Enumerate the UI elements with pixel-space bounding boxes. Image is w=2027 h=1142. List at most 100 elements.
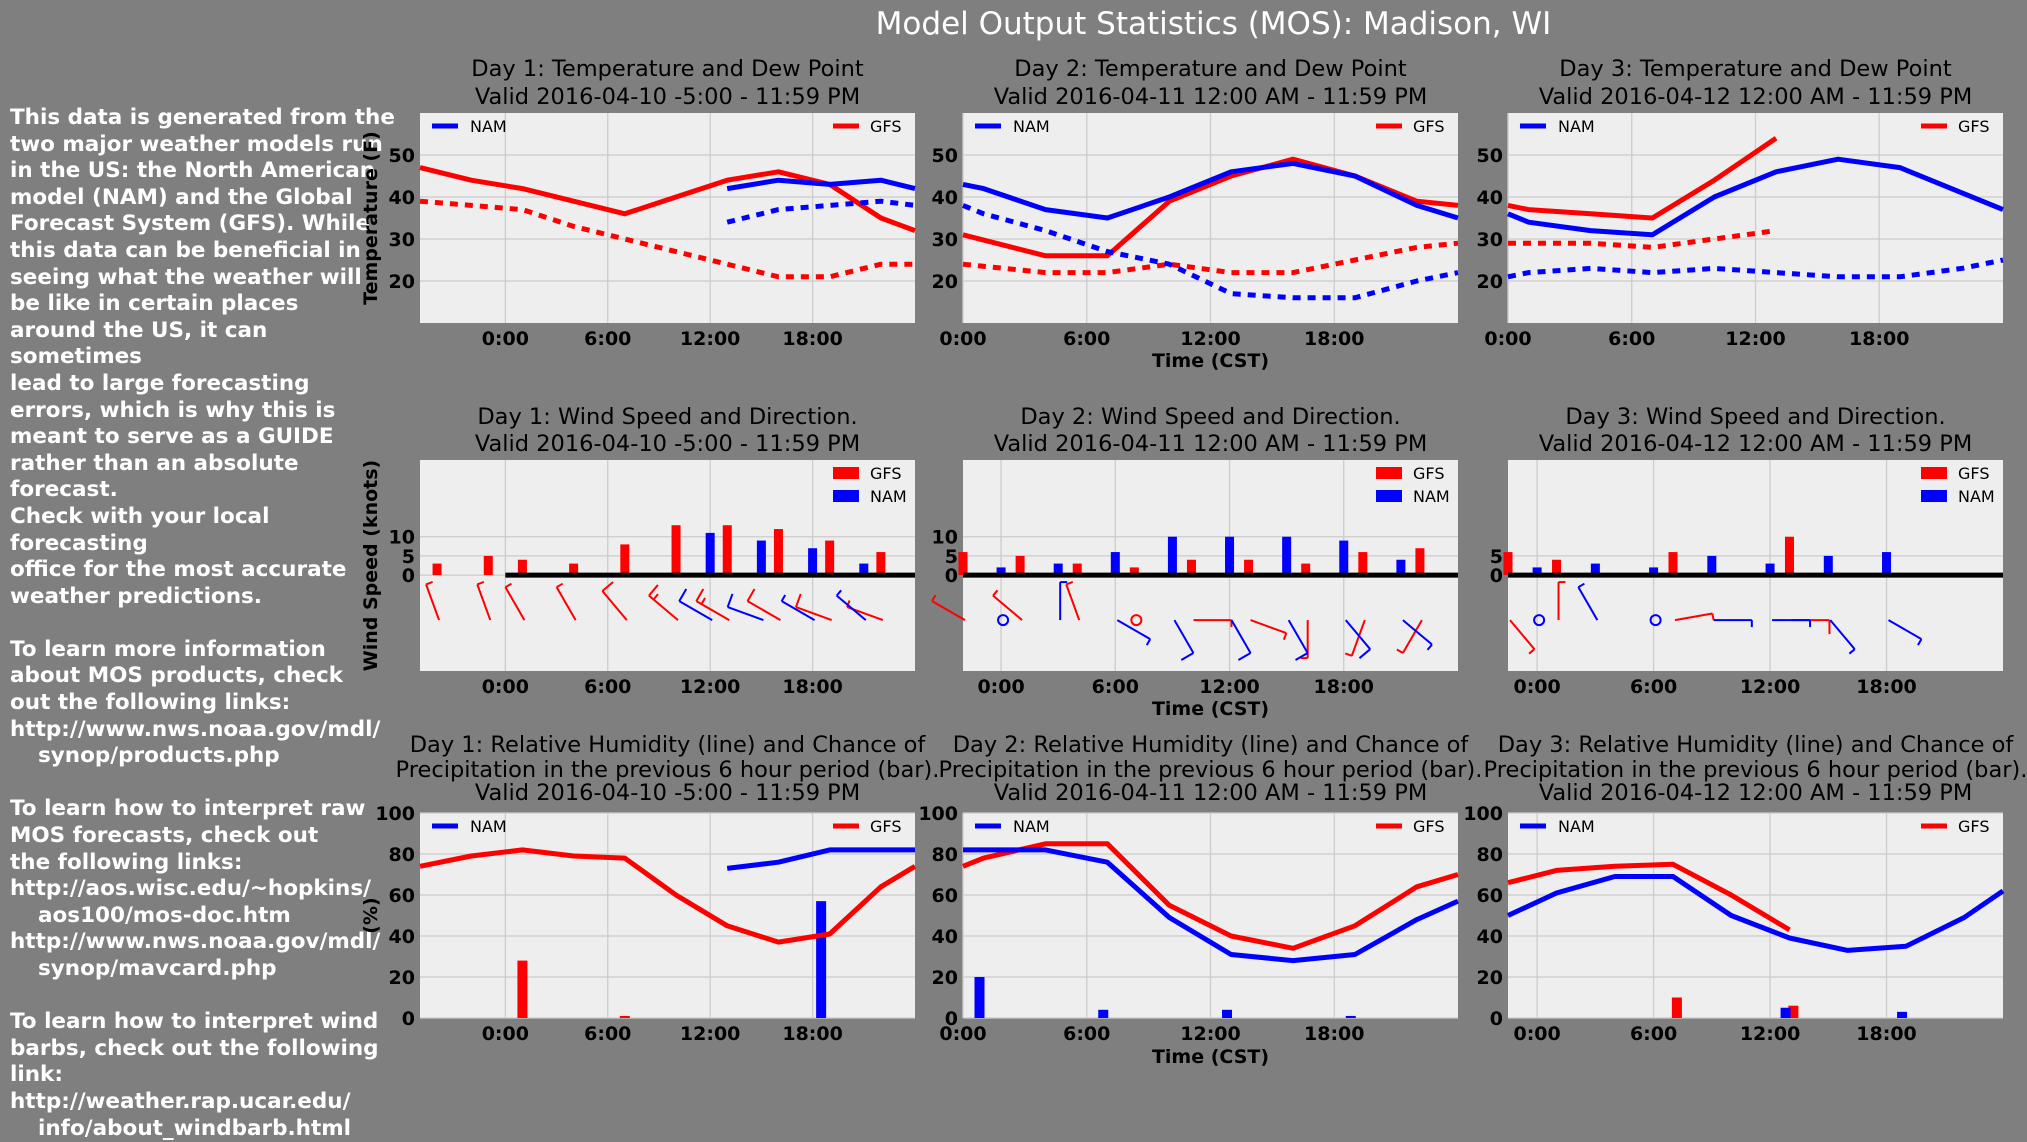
wind-speed-bar-nam xyxy=(1110,552,1120,576)
x-tick-label: 0:00 xyxy=(1513,1023,1560,1045)
wind-barb-flag xyxy=(1917,638,1923,646)
series-line-gfs xyxy=(962,240,1459,276)
chart-title: Day 1: Wind Speed and Direction. xyxy=(477,404,857,430)
series-line-gfs xyxy=(962,156,1459,259)
x-tick-label: 6:00 xyxy=(584,676,631,698)
wind-barb-gfs xyxy=(476,584,492,621)
chart-title: Day 2: Wind Speed and Direction. xyxy=(1020,404,1400,430)
y-tick-label: 60 xyxy=(932,885,958,907)
chart-subtitle: Valid 2016-04-11 12:00 AM - 11:59 PM xyxy=(994,84,1427,110)
x-tick-label: 12:00 xyxy=(1180,1023,1240,1045)
sidebar-text-line: To learn how to interpret raw xyxy=(10,796,366,822)
chart-title: Day 1: Relative Humidity (line) and Chan… xyxy=(410,732,927,758)
legend-label: NAM xyxy=(1558,817,1595,836)
wind-barb-flag xyxy=(476,581,485,586)
series-line-gfs xyxy=(1507,136,1778,221)
wind-speed-bar-nam xyxy=(1396,559,1406,576)
wind-barb-flag xyxy=(425,581,433,586)
wind-barb-nam xyxy=(1287,619,1309,654)
chart-subtitle: Valid 2016-04-12 12:00 AM - 11:59 PM xyxy=(1539,431,1972,457)
x-tick-label: 0:00 xyxy=(1484,328,1531,350)
y-tick-label: 5 xyxy=(1490,546,1503,568)
sidebar-text-line: the following links: xyxy=(10,849,243,875)
wind-speed-bar-gfs xyxy=(1503,552,1513,576)
info-sidebar: This data is generated from the two major… xyxy=(10,105,405,1142)
chart-subtitle: Valid 2016-04-10 -5:00 - 11:59 PM xyxy=(475,431,860,457)
y-tick-label: 10 xyxy=(932,527,958,549)
legend-label: NAM xyxy=(470,117,507,136)
legend-label: GFS xyxy=(1413,117,1444,136)
chart-subtitle: Valid 2016-04-12 12:00 AM - 11:59 PM xyxy=(1539,780,1972,806)
sidebar-text-line: rather than an absolute forecast. xyxy=(10,450,299,503)
plot-area xyxy=(420,113,915,323)
wind-barb-flag xyxy=(652,593,659,601)
wind-speed-bar-nam xyxy=(1707,555,1717,576)
precip-bar xyxy=(619,1015,630,1018)
wind-barb-flag xyxy=(1065,581,1074,586)
x-tick-label: 18:00 xyxy=(1856,676,1916,698)
sidebar-link[interactable]: http://www.nws.noaa.gov/mdl/ xyxy=(10,716,381,742)
wind-barb-calm xyxy=(997,614,1010,627)
series-line-gfs xyxy=(1508,228,1777,250)
plot-area xyxy=(1508,460,2003,671)
sidebar-text-line: this data can be beneficial in xyxy=(10,237,361,263)
chart-title: Day 2: Temperature and Dew Point xyxy=(1014,56,1407,82)
y-tick-label: 60 xyxy=(1477,885,1503,907)
x-tick-label: 12:00 xyxy=(1725,328,1785,350)
wind-barb-calm xyxy=(1533,614,1546,627)
chart-t3: 0:00 6:00 12:00 18:00 20 30 40 50 Day 3: Tempera… xyxy=(1477,56,2004,350)
wind-barb-flag xyxy=(1344,652,1353,657)
y-tick-label: 30 xyxy=(389,229,415,251)
plot-area xyxy=(1508,813,2003,1018)
wind-barb-nam xyxy=(1230,619,1252,654)
wind-barb-gfs xyxy=(1674,612,1713,622)
x-tick-label: 0:00 xyxy=(939,1023,986,1045)
chart-subtitle: Precipitation in the previous 6 hour per… xyxy=(939,757,1483,783)
y-tick-label: 0 xyxy=(1490,565,1503,587)
wind-speed-bar-gfs xyxy=(876,552,886,576)
wind-barb-gfs xyxy=(992,594,1023,621)
sidebar-link[interactable]: http://www.nws.noaa.gov/mdl/ xyxy=(10,929,381,955)
wind-speed-bar-nam xyxy=(1225,536,1235,576)
wind-barb-gfs xyxy=(1350,619,1366,657)
sidebar-link[interactable]: synop/products.php xyxy=(38,743,280,769)
precip-bar xyxy=(1780,1007,1791,1018)
y-tick-label: 40 xyxy=(389,926,415,948)
sidebar-link[interactable]: info/about_windbarb.html xyxy=(38,1115,351,1141)
wind-barb-flag xyxy=(700,597,706,605)
wind-speed-bar-nam xyxy=(1053,563,1063,576)
legend-label: GFS xyxy=(1413,464,1444,483)
wind-speed-bar-nam xyxy=(1882,552,1892,576)
wind-barb-flag xyxy=(726,593,734,608)
sidebar-link[interactable]: http://aos.wisc.edu/~hopkins/ xyxy=(10,876,371,902)
wind-speed-bar-gfs xyxy=(1301,563,1311,576)
wind-speed-bar-gfs xyxy=(1415,548,1425,576)
wind-barb-nam xyxy=(781,600,816,621)
y-tick-label: 20 xyxy=(932,967,958,989)
x-tick-label: 18:00 xyxy=(1849,328,1909,350)
sidebar-link[interactable]: aos100/mos-doc.htm xyxy=(38,902,291,928)
precip-bar xyxy=(1098,1009,1109,1018)
y-tick-label: 20 xyxy=(1477,967,1503,989)
wind-speed-bar-nam xyxy=(996,567,1006,576)
sidebar-text-line: out the following links: xyxy=(10,690,291,716)
wind-barb-flag xyxy=(695,588,705,602)
legend-label: NAM xyxy=(1558,117,1595,136)
x-tick-label: 0:00 xyxy=(977,676,1024,698)
wind-barb-flag xyxy=(780,594,787,602)
y-tick-label: 50 xyxy=(389,145,415,167)
wind-speed-bar-nam xyxy=(808,548,818,576)
y-tick-label: 40 xyxy=(1477,187,1503,209)
wind-barb-flag xyxy=(992,589,999,597)
chart-r1: 0:00 6:00 12:00 18:00 0 20 40 60 80 100 Day 1: Rel… xyxy=(360,732,939,1045)
sidebar-text-line: lead to large forecasting xyxy=(10,370,310,396)
wind-barb-nam xyxy=(727,606,764,622)
series-line-gfs xyxy=(419,165,916,233)
y-tick-label: 5 xyxy=(402,546,415,568)
sidebar-link[interactable]: synop/mavcard.php xyxy=(38,956,277,981)
x-tick-label: 12:00 xyxy=(680,328,740,350)
x-tick-label: 0:00 xyxy=(482,676,529,698)
wind-speed-bar-nam xyxy=(1590,563,1600,576)
